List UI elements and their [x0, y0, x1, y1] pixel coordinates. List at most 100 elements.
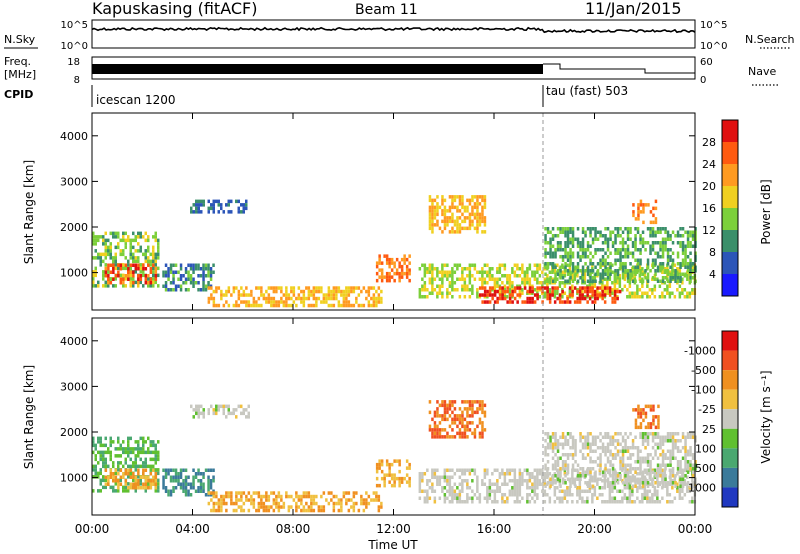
data-cell [566, 230, 570, 234]
data-cell [636, 291, 639, 295]
data-cell [671, 291, 674, 295]
data-cell [676, 482, 679, 486]
data-cell [553, 472, 557, 476]
data-cell [591, 479, 594, 483]
data-cell [197, 203, 200, 207]
data-cell [152, 443, 155, 448]
data-cell [571, 477, 575, 481]
data-cell [282, 303, 286, 308]
data-cell [546, 472, 549, 476]
data-cell [468, 277, 472, 281]
data-cell [285, 300, 288, 304]
data-cell [642, 206, 645, 211]
data-cell [433, 223, 437, 227]
data-cell [651, 484, 655, 488]
data-cell [433, 496, 437, 500]
data-cell [634, 258, 637, 262]
data-cell [681, 468, 684, 472]
data-cell [476, 479, 479, 483]
data-cell [142, 486, 145, 490]
data-cell [652, 415, 655, 419]
data-cell [423, 267, 427, 271]
data-cell [566, 432, 570, 436]
data-cell [568, 286, 572, 290]
data-cell [599, 456, 602, 460]
data-cell [122, 485, 125, 490]
data-cell [566, 237, 570, 241]
data-cell [97, 238, 100, 243]
data-cell [576, 265, 580, 269]
data-cell [506, 300, 509, 304]
data-cell [129, 252, 132, 257]
data-cell [461, 468, 464, 472]
data-cell [174, 475, 178, 479]
data-cell [674, 474, 677, 478]
data-cell [380, 501, 383, 506]
data-cell [443, 205, 447, 210]
data-cell [204, 493, 208, 497]
data-cell [518, 274, 522, 278]
data-cell [468, 400, 472, 404]
data-cell [603, 286, 607, 290]
data-cell [461, 195, 464, 199]
data-cell [270, 491, 273, 495]
data-cell [448, 284, 452, 288]
data-cell [443, 496, 447, 500]
data-cell [124, 245, 127, 250]
data-cell [574, 484, 577, 488]
data-cell [217, 404, 220, 409]
data-cell [147, 238, 150, 243]
data-cell [551, 467, 555, 471]
data-cell [240, 293, 243, 297]
data-cell [463, 468, 467, 472]
data-cell [691, 467, 695, 471]
data-cell [443, 410, 447, 415]
data-cell [663, 267, 667, 271]
data-cell [678, 284, 682, 288]
data-cell [461, 226, 464, 231]
data-cell [400, 476, 404, 481]
data-cell [548, 288, 552, 292]
data-cell [124, 482, 128, 486]
data-cell [129, 277, 132, 281]
data-cell [586, 293, 589, 297]
data-cell [423, 500, 427, 504]
data-cell [581, 230, 585, 234]
data-cell [666, 456, 670, 460]
data-cell [599, 432, 602, 436]
data-cell [438, 291, 442, 295]
data-cell [124, 263, 128, 267]
data-cell [571, 463, 575, 467]
data-cell [549, 230, 552, 234]
data-cell [187, 277, 190, 281]
data-cell [104, 464, 107, 469]
data-cell [498, 293, 502, 297]
data-cell [571, 439, 575, 443]
data-cell [332, 293, 336, 297]
data-cell [506, 286, 509, 290]
data-cell [498, 472, 502, 476]
data-cell [117, 461, 120, 465]
data-cell [498, 475, 502, 479]
data-cell [443, 198, 447, 203]
data-cell [676, 460, 680, 464]
data-cell [154, 252, 157, 257]
data-cell [571, 442, 575, 446]
data-cell [240, 508, 243, 513]
data-cell [636, 467, 640, 471]
data-cell [209, 284, 213, 288]
data-cell [446, 216, 449, 220]
data-cell [124, 461, 127, 465]
data-cell [666, 267, 669, 271]
data-cell [584, 262, 587, 266]
data-cell [581, 244, 585, 248]
data-cell [312, 501, 316, 506]
data-cell [558, 489, 562, 493]
data-cell [551, 251, 555, 255]
data-cell [114, 263, 117, 267]
data-cell [569, 251, 572, 255]
data-cell [594, 442, 597, 446]
data-cell [405, 473, 409, 477]
colorbar-tick-label: 16 [702, 202, 716, 215]
data-cell [385, 254, 389, 258]
